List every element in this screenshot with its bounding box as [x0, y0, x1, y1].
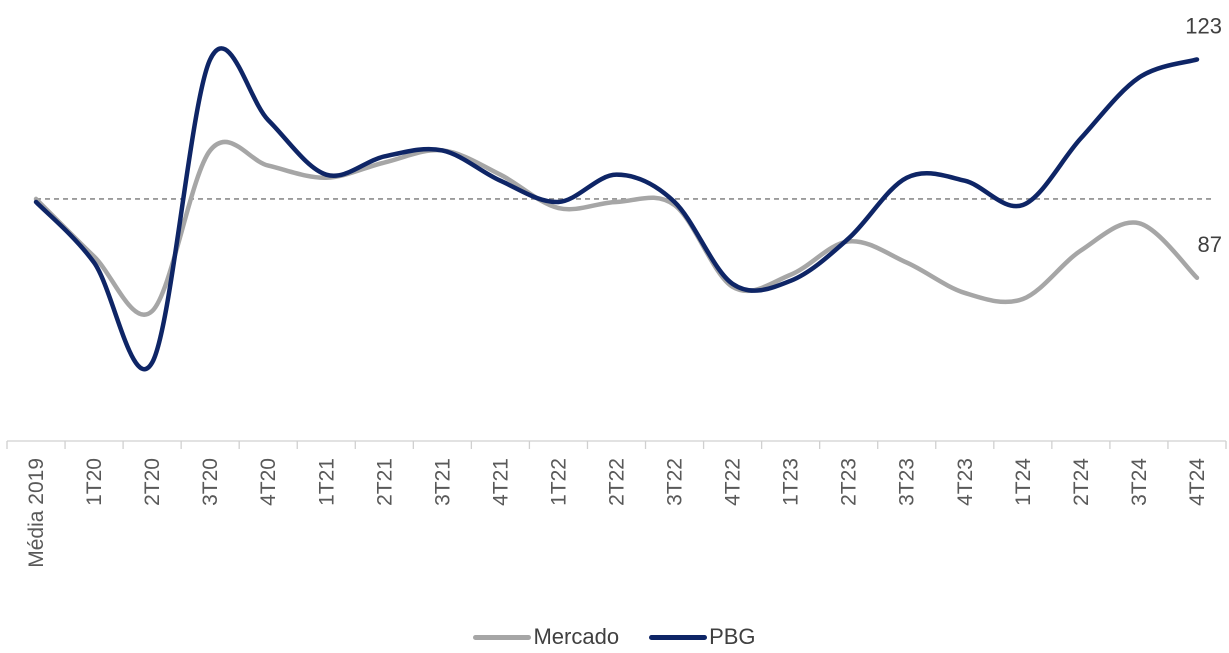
x-tick-label: 3T24 — [1128, 458, 1151, 506]
legend-item-pbg[interactable]: PBG — [649, 624, 756, 650]
x-tick-label: 1T23 — [780, 458, 803, 506]
legend: Mercado PBG — [0, 622, 1229, 652]
series-layer — [33, 46, 1200, 372]
x-tick-label: 4T23 — [954, 458, 977, 506]
x-tick-label: 3T22 — [664, 458, 687, 506]
x-tick-label: 4T24 — [1186, 458, 1209, 506]
x-tick-label: 1T20 — [83, 458, 106, 506]
x-tick-label: Média 2019 — [25, 458, 48, 568]
x-tick-label: 4T22 — [722, 458, 745, 506]
legend-swatch-pbg — [649, 634, 708, 640]
x-tick-label: 2T24 — [1070, 458, 1093, 506]
x-tick-label: 3T23 — [896, 458, 919, 506]
x-tick-label: 2T22 — [606, 458, 629, 506]
x-tick-label: 3T20 — [199, 458, 222, 506]
series-line-pbg — [33, 46, 1200, 372]
end-label-mercado: 87 — [1197, 232, 1221, 257]
legend-item-mercado[interactable]: Mercado — [473, 624, 619, 650]
x-tick-label: 2T23 — [838, 458, 861, 506]
x-tick-label: 1T24 — [1012, 458, 1035, 506]
series-line-mercado — [33, 139, 1200, 317]
x-tick-label: 4T20 — [257, 458, 280, 506]
end-labels: 87 123 — [1185, 13, 1222, 256]
legend-swatch-mercado — [473, 634, 532, 640]
legend-label-pbg: PBG — [709, 624, 756, 649]
x-tick-label: 3T21 — [431, 458, 454, 506]
x-tick-label: 4T21 — [489, 458, 512, 506]
x-axis: Média 2019 1T20 2T20 3T20 4T20 1T21 2T21 3T21 4T… — [6, 440, 1227, 568]
end-label-pbg: 123 — [1185, 13, 1222, 38]
x-tick-label: 2T21 — [373, 458, 396, 506]
x-tick-label: 2T20 — [141, 458, 164, 506]
legend-label-mercado: Mercado — [533, 624, 620, 649]
x-tick-label: 1T22 — [547, 458, 570, 506]
x-tick-label: 1T21 — [315, 458, 338, 506]
